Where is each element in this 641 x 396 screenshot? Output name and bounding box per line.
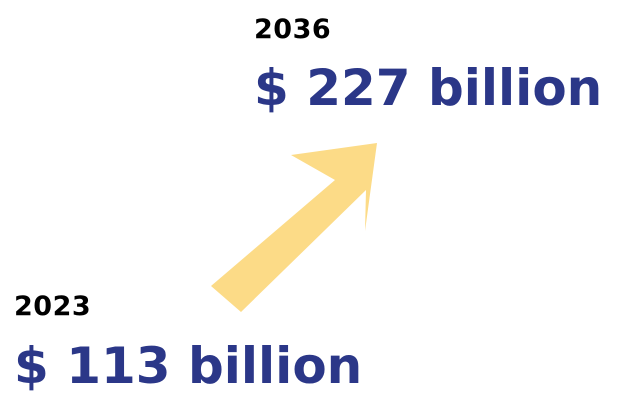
start-amount-value: $ 113 billion: [14, 337, 363, 395]
start-year-label: 2023: [14, 291, 92, 322]
end-year-label: 2036: [254, 14, 332, 45]
end-amount-value: $ 227 billion: [254, 59, 603, 117]
